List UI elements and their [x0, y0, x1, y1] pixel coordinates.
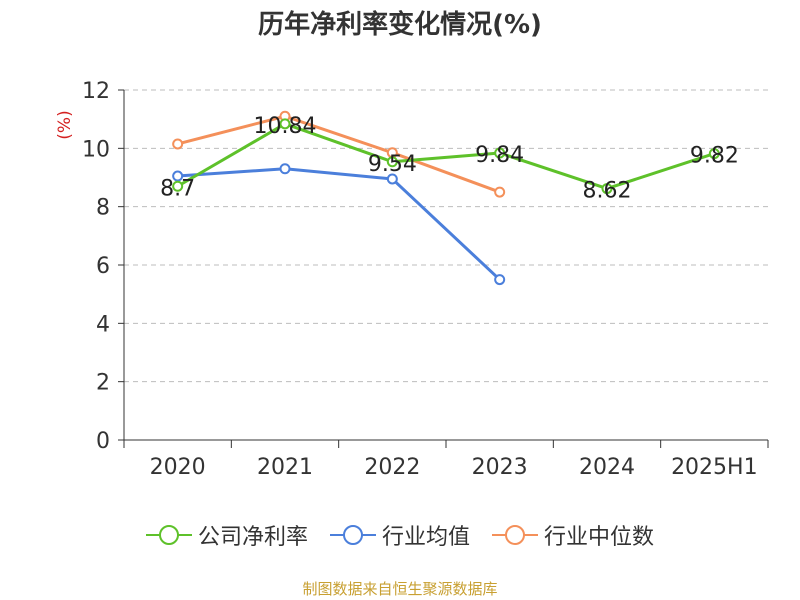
data-point	[172, 138, 184, 150]
y-tick-label: 2	[96, 371, 110, 396]
data-label: 9.82	[690, 144, 739, 169]
data-label: 9.84	[475, 143, 524, 168]
axes: 0 2 4 6 8 10 12 2020 2021 2022 2023 2024 2025H1 (%)	[55, 79, 769, 480]
x-tick-label: 2022	[364, 455, 420, 480]
y-tick-label: 8	[96, 196, 110, 221]
data-point	[386, 156, 398, 168]
data-labels: 8.7 10.84 9.54 9.84 8.62 9.82	[160, 114, 739, 204]
x-tick-label: 2021	[257, 455, 313, 480]
legend-item-industry-mean[interactable]: 行业均值	[329, 519, 470, 551]
y-axis-label: (%)	[55, 110, 75, 139]
data-point	[494, 274, 506, 286]
data-point	[494, 147, 506, 159]
x-tick-label: 2024	[579, 455, 635, 480]
data-label: 8.62	[583, 179, 632, 204]
y-tick-label: 6	[96, 254, 110, 279]
y-tick-label: 4	[96, 312, 110, 337]
legend-swatch-icon	[492, 525, 538, 545]
x-tick-label: 2023	[472, 455, 528, 480]
legend-item-industry-median[interactable]: 行业中位数	[492, 519, 654, 551]
legend-label: 行业均值	[381, 525, 470, 550]
data-point	[279, 163, 291, 175]
series-line-2	[177, 114, 501, 194]
data-point	[494, 186, 506, 198]
legend-swatch-icon	[329, 525, 376, 545]
data-point	[386, 173, 398, 185]
legend-item-company[interactable]: 公司净利率	[145, 519, 308, 551]
data-label: 8.7	[160, 176, 195, 201]
x-tick-label: 2025H1	[671, 455, 758, 480]
data-point	[279, 118, 291, 130]
data-point	[172, 170, 184, 182]
legend-label: 行业中位数	[544, 525, 655, 550]
series-line-1	[177, 167, 501, 281]
data-point	[601, 183, 613, 195]
y-tick-label: 10	[82, 137, 110, 162]
data-label: 9.54	[368, 152, 417, 177]
series-lines	[172, 110, 720, 286]
data-label: 10.84	[254, 114, 317, 139]
chart-title: 历年净利率变化情况(%)	[258, 10, 542, 40]
series-line-0	[176, 122, 715, 191]
y-tick-label: 12	[82, 79, 110, 104]
y-tick-label: 0	[96, 429, 110, 454]
data-point	[708, 148, 720, 160]
data-source-footer: 制图数据来自恒生聚源数据库	[302, 580, 498, 598]
legend-swatch-icon	[145, 525, 192, 545]
data-point	[172, 180, 184, 192]
legend: 公司净利率 行业均值 行业中位数	[0, 519, 800, 551]
x-tick-label: 2020	[150, 455, 206, 480]
legend-label: 公司净利率	[197, 525, 308, 550]
